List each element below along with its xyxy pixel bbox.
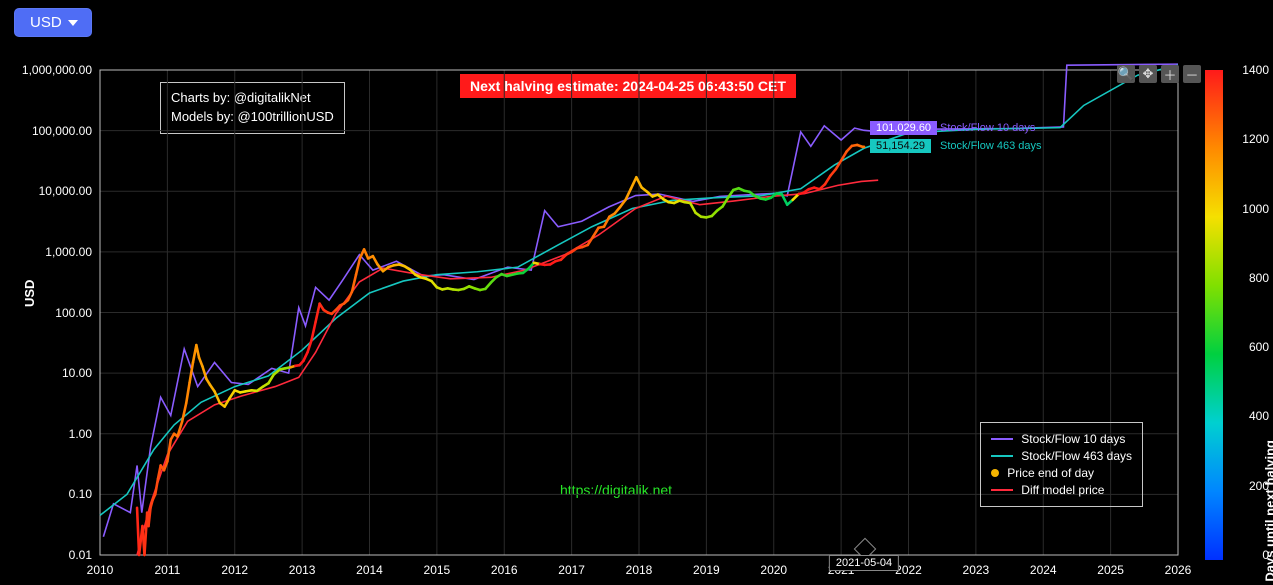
value-callout: 51,154.29	[870, 139, 931, 153]
series-price-seg	[186, 383, 189, 404]
right-tick-label: 1200	[1242, 132, 1269, 146]
legend-row[interactable]: Stock/Flow 463 days	[991, 449, 1132, 463]
legend-swatch	[991, 438, 1013, 440]
right-tick-label: 1000	[1242, 202, 1269, 216]
x-tick-label: 2024	[1030, 563, 1057, 577]
right-tick-label: 1400	[1242, 63, 1269, 77]
x-tick-label: 2014	[356, 563, 383, 577]
y-tick-label: 10.00	[2, 366, 92, 380]
value-callout-label: Stock/Flow 10 days	[940, 122, 1035, 134]
y-tick-label: 0.01	[2, 548, 92, 562]
series-price-seg	[690, 203, 695, 213]
series-price-seg	[199, 358, 202, 367]
colorbar	[1205, 70, 1223, 560]
x-tick-label: 2020	[760, 563, 787, 577]
chart-stage: USD Charts by: @digitalikNet Models by: …	[0, 0, 1273, 585]
series-price-seg	[155, 479, 158, 494]
legend-label: Diff model price	[1021, 483, 1104, 497]
right-tick-label: 800	[1249, 271, 1269, 285]
legend-row[interactable]: Stock/Flow 10 days	[991, 432, 1132, 446]
x-tick-label: 2017	[558, 563, 585, 577]
x-scrollbar[interactable]: 2021-05-04	[100, 547, 1178, 557]
series-price-seg	[373, 256, 378, 264]
right-axis-title: Days until next halving	[1263, 440, 1273, 582]
x-tick-label: 2010	[87, 563, 114, 577]
series-price-seg	[348, 292, 352, 300]
chart-zoom-controls: 🔍 ✥ ＋ －	[1117, 65, 1201, 83]
value-callout: 101,029.60	[870, 121, 937, 135]
series-diff	[137, 180, 878, 555]
x-tick-label: 2026	[1165, 563, 1192, 577]
series-price-seg	[825, 176, 830, 185]
legend-row[interactable]: Diff model price	[991, 483, 1132, 497]
x-tick-label: 2018	[626, 563, 653, 577]
legend: Stock/Flow 10 days Stock/Flow 463 days Pri…	[980, 422, 1143, 507]
x-tick-label: 2016	[491, 563, 518, 577]
x-tick-label: 2013	[289, 563, 316, 577]
series-price-seg	[225, 399, 230, 407]
pan-icon[interactable]: ✥	[1139, 65, 1157, 83]
series-price-seg	[303, 352, 307, 360]
x-tick-label: 2025	[1097, 563, 1124, 577]
y-tick-label: 100,000.00	[2, 124, 92, 138]
right-tick-label: 400	[1249, 409, 1269, 423]
legend-swatch	[991, 489, 1013, 491]
legend-row[interactable]: Price end of day	[991, 466, 1132, 480]
series-price-seg	[196, 345, 199, 358]
series-price-seg	[631, 177, 636, 188]
series-price-seg	[308, 340, 312, 352]
x-tick-label: 2012	[221, 563, 248, 577]
series-price-seg	[364, 249, 368, 258]
series-price-seg	[229, 390, 234, 398]
minus-icon[interactable]: －	[1183, 65, 1201, 83]
series-price-seg	[182, 403, 186, 421]
legend-swatch	[991, 469, 999, 477]
x-tick-label: 2019	[693, 563, 720, 577]
x-cursor-date: 2021-05-04	[829, 555, 899, 571]
legend-label: Stock/Flow 463 days	[1021, 449, 1132, 463]
y-axis-title: USD	[22, 280, 37, 307]
zoom-in-icon[interactable]: 🔍	[1117, 65, 1135, 83]
x-tick-label: 2015	[424, 563, 451, 577]
y-tick-label: 1.00	[2, 427, 92, 441]
legend-label: Stock/Flow 10 days	[1021, 432, 1125, 446]
x-tick-label: 2011	[154, 563, 180, 577]
x-tick-label: 2023	[963, 563, 990, 577]
legend-label: Price end of day	[1007, 466, 1094, 480]
plus-icon[interactable]: ＋	[1161, 65, 1179, 83]
right-tick-label: 600	[1249, 340, 1269, 354]
y-tick-label: 1,000,000.00	[2, 63, 92, 77]
series-price-seg	[167, 440, 170, 462]
y-tick-label: 1,000.00	[2, 245, 92, 259]
y-tick-label: 0.10	[2, 487, 92, 501]
y-tick-label: 100.00	[2, 306, 92, 320]
legend-swatch	[991, 455, 1013, 457]
value-callout-label: Stock/Flow 463 days	[940, 140, 1042, 152]
y-tick-label: 10,000.00	[2, 184, 92, 198]
